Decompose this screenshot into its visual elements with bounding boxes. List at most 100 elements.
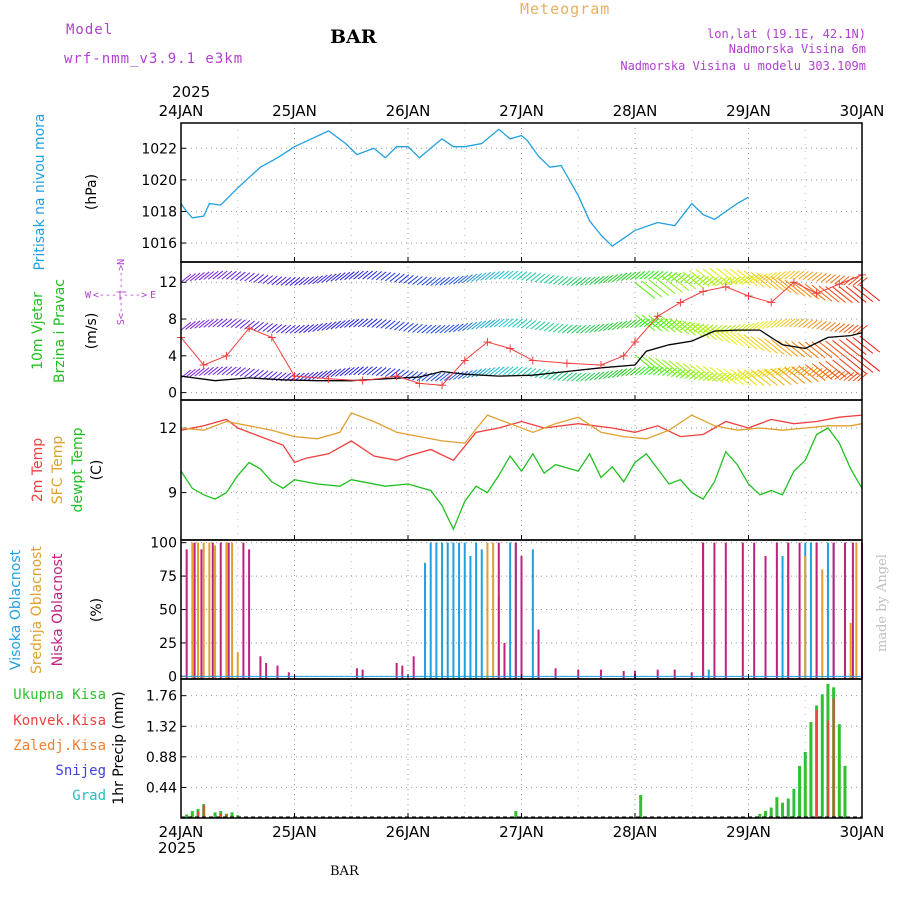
wind-barb xyxy=(725,372,737,382)
wind-barb xyxy=(294,276,305,286)
precip-total-bar xyxy=(820,694,824,818)
wind-barb xyxy=(384,272,396,282)
model-elevation-info: Nadmorska Visina u modelu 303.109m xyxy=(620,59,866,73)
wind-barb xyxy=(711,277,723,286)
wind-barb xyxy=(503,318,514,328)
wind-barb xyxy=(298,276,310,286)
wind-barb xyxy=(425,277,437,286)
wind-barb xyxy=(434,324,446,334)
wind-barb xyxy=(303,276,314,286)
wind-barb xyxy=(471,273,482,282)
y-tick-label: 1018 xyxy=(141,204,177,220)
wind-barb xyxy=(230,271,242,281)
wind-barb xyxy=(194,272,205,281)
wind-barb xyxy=(757,369,778,386)
wind-barb xyxy=(512,318,523,328)
wind-barb xyxy=(412,323,423,333)
wind-barb xyxy=(784,279,806,297)
wind-barb xyxy=(736,269,758,287)
wind-barb xyxy=(212,270,224,280)
panel-labels: Pritisak na nivou mora (hPa) 10m Vjetar Brz… xyxy=(8,113,156,804)
wind-barb xyxy=(530,272,541,282)
wind-barb xyxy=(534,369,546,378)
wind-barb xyxy=(766,271,777,281)
wind-barb xyxy=(798,341,819,359)
wind-barb xyxy=(321,274,333,283)
compass-letter: E xyxy=(150,290,156,301)
wind-barb xyxy=(634,282,656,299)
wind-barb xyxy=(194,367,205,377)
wind-barb xyxy=(602,274,614,284)
wind-gust-marker xyxy=(415,379,424,388)
wind-gust-marker xyxy=(812,289,821,298)
wind-barb xyxy=(207,270,219,280)
wind-barb xyxy=(475,272,487,282)
wind-barb xyxy=(789,366,800,376)
wind-gust-marker xyxy=(483,338,492,347)
wind-barb xyxy=(507,270,519,280)
precip-total-bar xyxy=(230,812,234,818)
wind-barb xyxy=(425,372,437,382)
wind-unit: (m/s) xyxy=(84,313,100,350)
wind-barb xyxy=(466,369,478,379)
wind-barb xyxy=(280,276,292,286)
wind-barb xyxy=(621,367,632,377)
wind-barb xyxy=(791,281,812,298)
wind-gust-marker xyxy=(619,351,628,360)
wind-barb xyxy=(239,367,251,377)
wind-barb xyxy=(723,329,744,347)
wind-barb xyxy=(689,275,700,284)
wind-barb xyxy=(339,271,351,281)
wind-barb xyxy=(217,366,228,376)
wind-barb xyxy=(648,270,659,280)
wind-barb xyxy=(357,270,369,280)
wind-barb xyxy=(244,272,255,282)
wind-barb xyxy=(566,324,578,334)
wind-barb xyxy=(339,319,351,329)
model-label: Model xyxy=(66,22,113,38)
wind-barb xyxy=(321,369,333,379)
precip-total-bar xyxy=(803,751,807,818)
wind-barb xyxy=(180,273,192,283)
wind-barb xyxy=(848,276,859,286)
compass-arrow-h: <---|---> xyxy=(93,290,147,301)
wind-gust-marker xyxy=(358,376,367,385)
wind-barb xyxy=(294,324,305,334)
wind-barb xyxy=(641,355,663,373)
wind-barb xyxy=(280,324,292,334)
wind-barb xyxy=(521,271,532,281)
wind-barb xyxy=(557,372,569,381)
wind-barb xyxy=(348,270,360,280)
wind-barb xyxy=(648,318,659,328)
wind-compass-icon: W E<---|--->S<---|--->N xyxy=(85,259,156,325)
wind-barb xyxy=(607,369,619,379)
wind-barb xyxy=(766,319,777,329)
wind-barb xyxy=(198,319,210,329)
temp-unit: (C) xyxy=(89,460,105,481)
wind-barb xyxy=(271,276,283,286)
wind-barb xyxy=(702,276,714,286)
wind-barb xyxy=(607,274,619,283)
panel-temp: 9 12 xyxy=(159,399,863,541)
wind-barb xyxy=(743,370,755,380)
y-tick-label: 25 xyxy=(159,636,177,652)
wind-gust-marker xyxy=(199,361,208,370)
wind-barb xyxy=(784,340,806,358)
wind-barb xyxy=(825,322,836,331)
wind-barb xyxy=(189,368,201,378)
wind-barb xyxy=(655,315,676,333)
wind-barb xyxy=(262,275,274,285)
wind-barb xyxy=(525,320,537,329)
wind-barb xyxy=(185,368,196,378)
wind-barb xyxy=(834,323,846,333)
wind-barb xyxy=(548,323,560,332)
wind-barb xyxy=(371,271,382,280)
wind-barb xyxy=(689,270,710,287)
wind-gust-marker xyxy=(245,324,254,333)
bottom-year: 2025 xyxy=(158,839,196,857)
wind-gust-marker xyxy=(392,372,401,381)
wind-barb xyxy=(811,320,823,329)
wind-barb xyxy=(657,366,669,376)
wind-gust-marker xyxy=(222,351,231,360)
